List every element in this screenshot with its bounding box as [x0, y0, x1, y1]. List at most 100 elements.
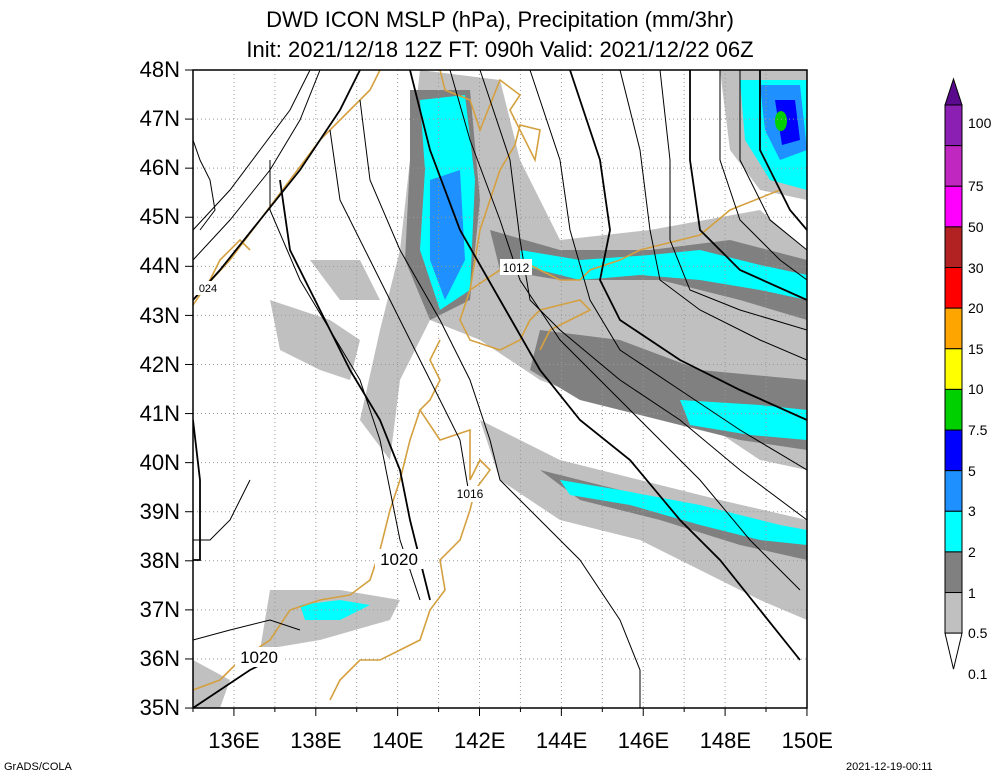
lon-label: 136E — [208, 728, 260, 753]
coast-sakhalin — [439, 70, 541, 291]
map-title: DWD ICON MSLP (hPa), Precipitation (mm/3… — [266, 7, 734, 32]
lat-label: 43N — [139, 302, 180, 328]
isobar-label-bg — [195, 281, 221, 295]
lat-label: 46N — [139, 155, 180, 181]
isobar-label-1020-a: 1020 — [380, 550, 418, 569]
colorbar-top-arrow — [944, 77, 963, 106]
colorbar-swatch — [944, 388, 963, 431]
colorbar-label: 50 — [968, 218, 984, 235]
isobar-18 — [759, 70, 807, 231]
lat-label: 38N — [139, 548, 180, 573]
isobars — [193, 70, 807, 708]
precip-band-west — [270, 300, 360, 380]
isobar-17 — [739, 70, 807, 251]
colorbar-label: 3 — [968, 503, 976, 520]
lon-label: 142E — [453, 728, 506, 753]
colorbar-swatch — [944, 470, 963, 512]
footer-timestamp: 2021-12-19-00:11 — [846, 761, 933, 773]
colorbar-swatch — [944, 104, 963, 147]
precip-shading — [193, 70, 807, 708]
colorbar-bottom-arrow — [944, 632, 963, 670]
precip-band-nw — [310, 260, 380, 300]
lat-label: 39N — [139, 498, 180, 524]
isobar-3 — [193, 70, 361, 301]
colorbar-swatch — [944, 145, 963, 187]
isobar-label-024: 024 — [199, 283, 217, 295]
isobar-23 — [193, 139, 216, 231]
lat-label: 35N — [139, 695, 180, 721]
lon-label: 148E — [699, 728, 752, 753]
colorbar-label: 30 — [968, 259, 984, 276]
footer-credit: GrADS/COLA — [4, 761, 72, 773]
colorbar-swatch — [944, 226, 963, 269]
colorbar-swatches — [944, 77, 963, 670]
isobar-20 — [193, 619, 301, 641]
isobar-1 — [193, 70, 311, 231]
lat-label: 41N — [139, 400, 180, 426]
isobar-19 — [193, 479, 251, 541]
isobar-label-1020-b: 1020 — [240, 648, 278, 667]
colorbar-swatch — [944, 348, 963, 390]
colorbar-swatch — [944, 429, 963, 472]
lon-label: 140E — [372, 728, 424, 753]
colorbar-swatch — [944, 551, 963, 594]
isobar-13 — [619, 70, 807, 361]
lon-label: 150E — [781, 728, 833, 753]
isobar-11 — [529, 70, 807, 471]
isobar-15 — [689, 70, 807, 301]
lat-label: 42N — [139, 351, 180, 377]
colorbar-label: 0.1 — [968, 665, 988, 682]
lon-label: 144E — [535, 728, 588, 753]
coast-mainland — [193, 70, 381, 301]
isobar-label-bg — [235, 647, 283, 667]
colorbar-swatch — [944, 510, 963, 553]
colorbar-label: 0.5 — [968, 625, 988, 642]
colorbar-swatch — [944, 592, 963, 634]
isobar-5 — [279, 179, 431, 601]
colorbar-label: 2 — [968, 543, 976, 560]
lat-label: 40N — [139, 449, 180, 475]
isobar-9 — [449, 70, 801, 591]
precip-cyan-south — [560, 480, 807, 545]
lat-label: 36N — [139, 646, 180, 672]
map-content — [193, 70, 807, 708]
isobar-6 — [329, 129, 471, 501]
map-subtitle: Init: 2021/12/18 12Z FT: 090h Valid: 202… — [246, 37, 754, 62]
lat-label: 45N — [139, 204, 180, 230]
isobar-label-bg — [375, 549, 423, 569]
isobar-8 — [409, 70, 801, 661]
isobar-7 — [359, 99, 641, 708]
isobar-22 — [193, 419, 201, 561]
precip-green-core — [775, 111, 787, 131]
colorbar-swatch — [944, 185, 963, 228]
isobar-14 — [659, 70, 807, 331]
isobar-label-group: 1012 1016 1020 1020 024 — [195, 259, 532, 667]
colorbar-label: 75 — [968, 178, 984, 195]
colorbar-label: 20 — [968, 300, 984, 317]
lat-label: 48N — [139, 57, 180, 82]
colorbar-label: 10 — [968, 381, 984, 398]
colorbar-label: 15 — [968, 340, 984, 357]
colorbar-label: 1 — [968, 584, 976, 601]
isobar-label-bg — [500, 259, 532, 275]
isobar-label-1016: 1016 — [457, 487, 484, 501]
colorbar-label: 5 — [968, 462, 976, 479]
isobar-12 — [569, 70, 807, 421]
axis-ticks — [185, 69, 808, 716]
isobar-label-bg — [453, 486, 487, 502]
colorbar-swatch — [944, 307, 963, 350]
precip-cyan-sw — [300, 600, 370, 620]
isobar-4 — [269, 160, 421, 601]
colorbar-label: 100 — [968, 115, 992, 131]
isobar-16 — [719, 70, 807, 281]
isobar-label-1012: 1012 — [503, 261, 530, 275]
colorbar-swatch — [944, 267, 963, 309]
map-border — [192, 69, 808, 709]
isobar-10 — [479, 70, 807, 521]
lat-label: 44N — [139, 253, 180, 279]
colorbar-label: 7.5 — [968, 422, 988, 439]
precip-cyan-east — [680, 400, 807, 440]
lon-label: 146E — [617, 728, 670, 753]
